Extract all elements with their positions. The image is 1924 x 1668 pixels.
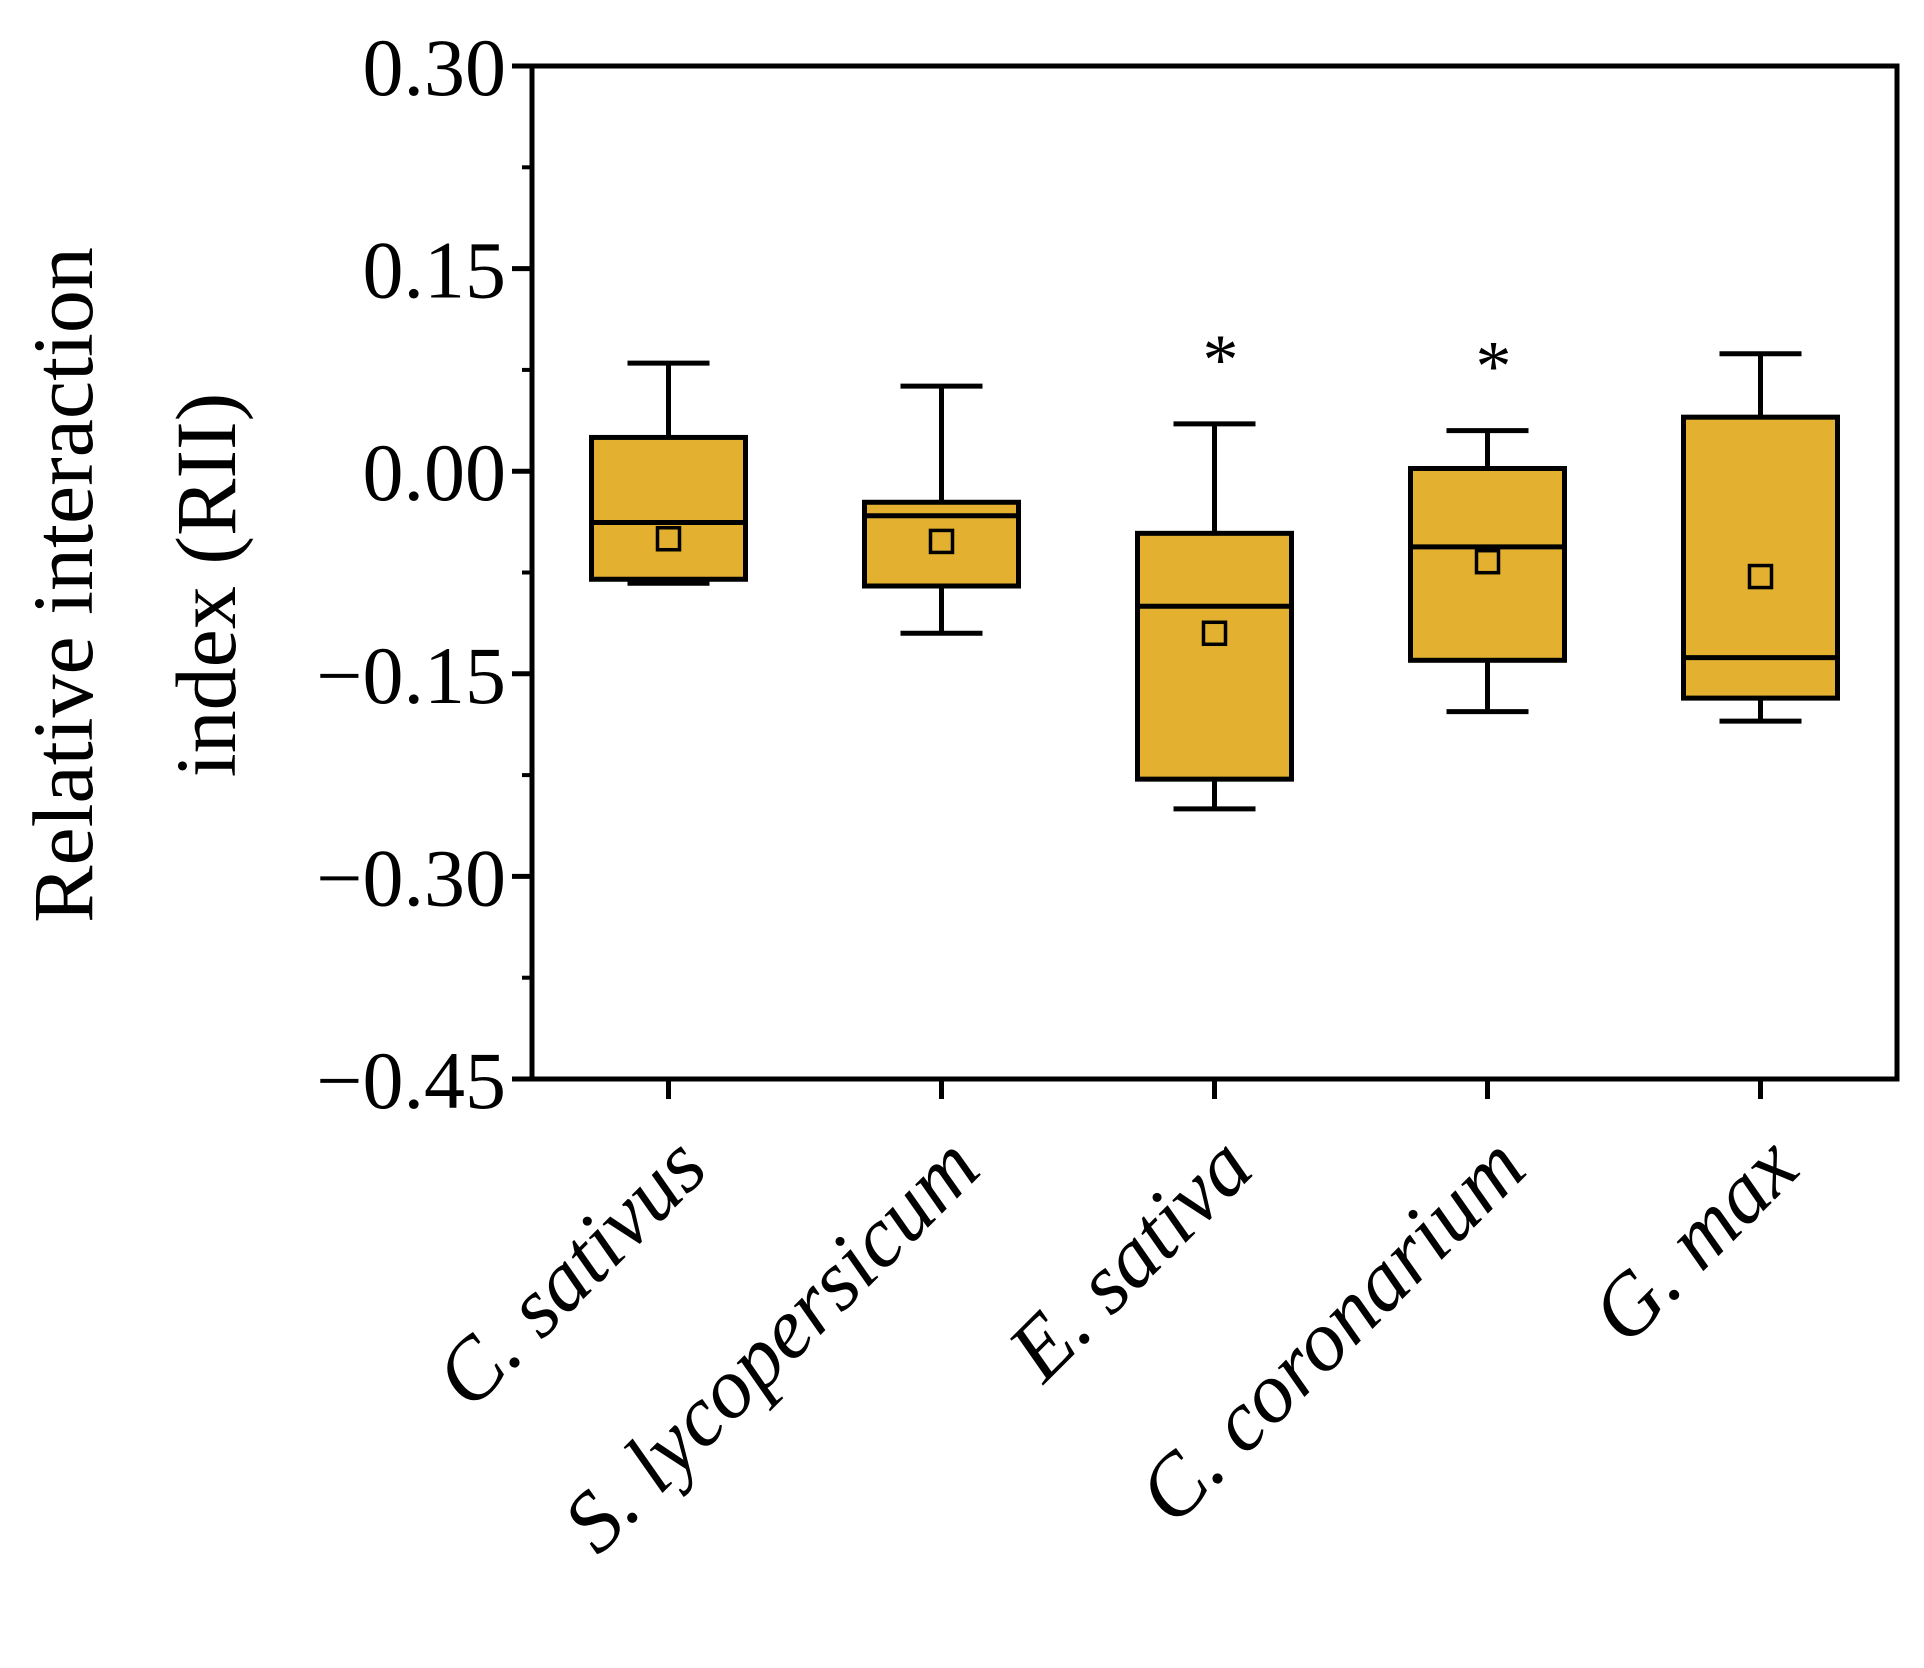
mean-marker	[1474, 548, 1501, 575]
mean-marker	[928, 528, 955, 555]
mean-marker	[1201, 620, 1228, 647]
box-series: * *	[589, 320, 1840, 812]
y-tick-labels: 0.30 0.15 0.00 −0.15 −0.30 −0.45	[316, 22, 506, 1126]
y-tick-label: −0.30	[316, 832, 506, 923]
axis-ticks	[512, 63, 1763, 1099]
box-group	[1681, 351, 1840, 724]
box-group	[589, 360, 748, 586]
plot-frame	[529, 63, 1900, 1082]
y-tick-label: 0.00	[363, 427, 507, 518]
y-axis-label: Relative interaction index (RII)	[15, 247, 254, 923]
significance-asterisk: *	[1203, 320, 1239, 400]
y-axis-label-line2: index (RII)	[158, 393, 254, 777]
iqr-box	[1681, 414, 1840, 701]
iqr-box	[1135, 530, 1294, 782]
y-tick-label: −0.15	[316, 630, 506, 721]
box-group	[862, 383, 1021, 636]
box-group: *	[1135, 320, 1294, 812]
y-axis-label-line1: Relative interaction	[15, 247, 111, 923]
x-category-label: E. sativa	[988, 1118, 1270, 1400]
significance-asterisk: *	[1476, 327, 1512, 407]
y-tick-label: −0.45	[316, 1035, 506, 1126]
y-tick-label: 0.30	[363, 22, 507, 113]
mean-marker	[655, 525, 682, 552]
box-group: *	[1408, 327, 1567, 715]
mean-marker	[1747, 563, 1774, 590]
y-tick-label: 0.15	[363, 225, 507, 316]
iqr-box	[1408, 465, 1567, 663]
x-category-label: G. max	[1572, 1118, 1816, 1362]
iqr-box	[589, 434, 748, 582]
